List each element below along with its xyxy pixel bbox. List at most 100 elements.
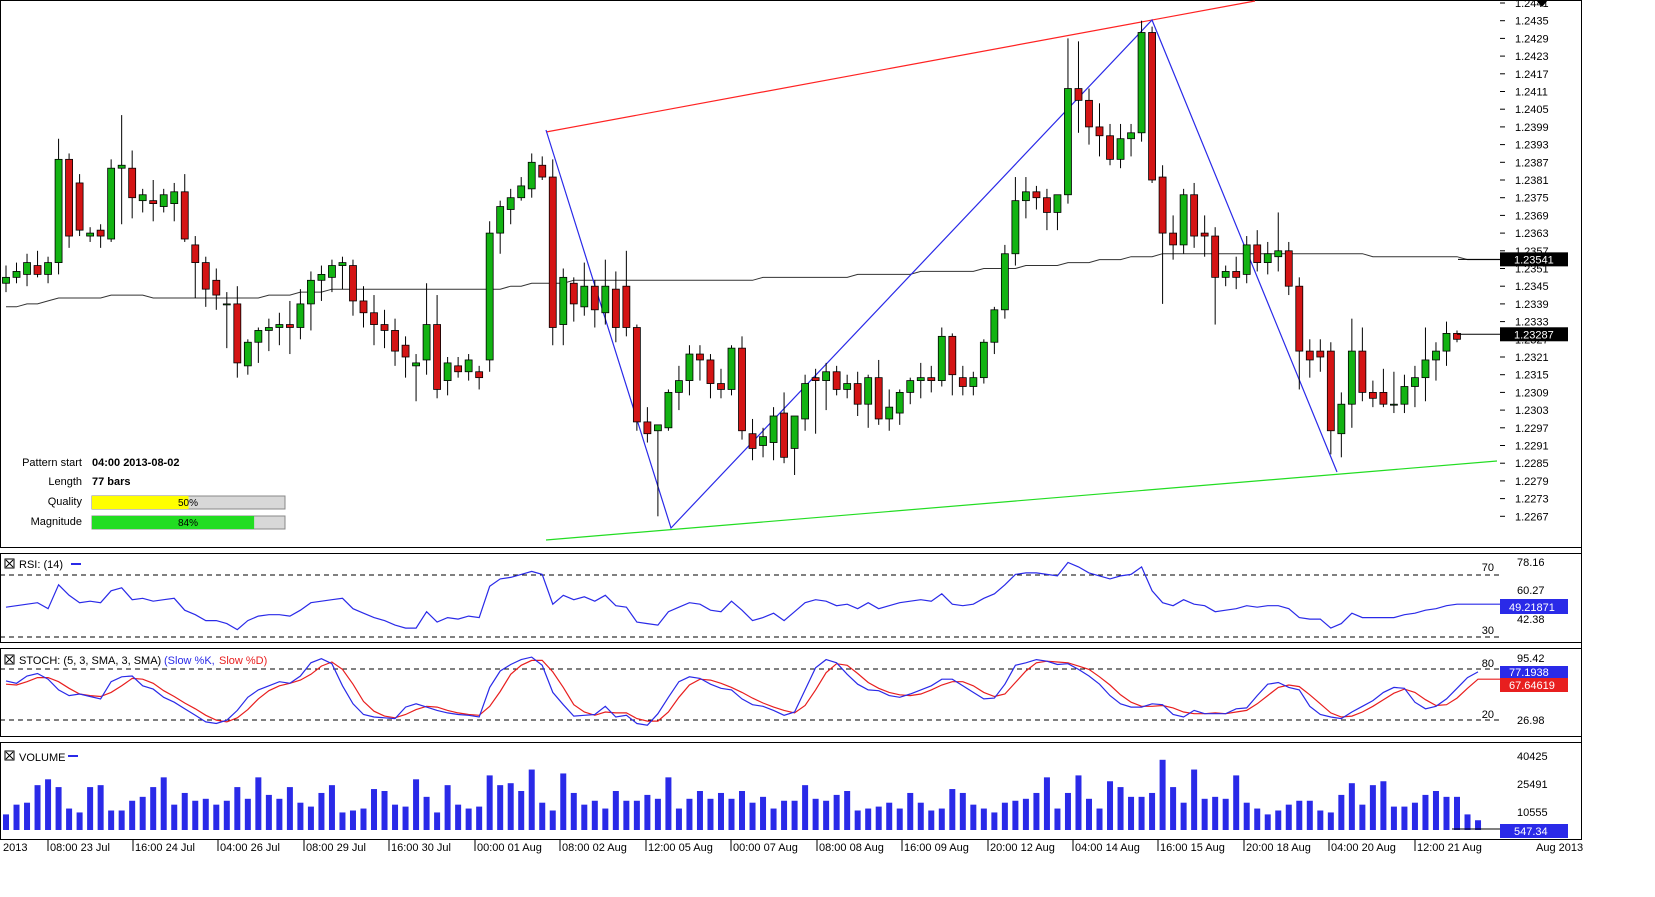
- candle: [12, 262, 21, 284]
- candle-body: [1390, 403, 1398, 406]
- candle: [590, 280, 599, 328]
- candle-body: [1179, 194, 1188, 246]
- stoch-level-80-label: 80: [1482, 658, 1494, 670]
- volume-bar: [76, 812, 83, 830]
- volume-bar: [1327, 812, 1334, 830]
- volume-bar: [486, 775, 493, 830]
- volume-bar: [654, 798, 661, 830]
- candle-body: [1011, 200, 1020, 255]
- price-markers: 1.23541 1.23287: [1457, 252, 1568, 342]
- volume-bar: [739, 791, 746, 830]
- volume-bar: [907, 792, 914, 830]
- candle-body: [748, 433, 757, 449]
- candle: [1326, 342, 1335, 455]
- time-axis-label: 04:00 20 Aug: [1331, 842, 1396, 854]
- candle: [496, 200, 505, 254]
- candle-body: [664, 391, 673, 429]
- candle: [1158, 165, 1167, 304]
- quality-value: 50%: [178, 498, 198, 509]
- candle: [44, 256, 52, 284]
- candle: [338, 256, 347, 290]
- candle-body: [906, 380, 915, 393]
- volume-axis-tick: 10555: [1517, 807, 1548, 819]
- volume-bar: [1296, 800, 1303, 830]
- candle: [264, 318, 273, 352]
- candle-body: [1411, 377, 1419, 387]
- candle: [611, 271, 620, 343]
- candle-body: [780, 412, 788, 458]
- volume-bar: [938, 808, 945, 830]
- price-axis-tick: 1.2393: [1515, 140, 1549, 152]
- candle: [117, 115, 126, 225]
- candle-body: [1095, 126, 1104, 137]
- volume-bar: [539, 802, 546, 830]
- candle: [86, 227, 95, 242]
- price-axis-tick: 1.2423: [1515, 51, 1549, 63]
- volume-axis-tick: 25491: [1517, 779, 1548, 791]
- price-axis-tick: 1.2417: [1515, 69, 1549, 81]
- candle-body: [475, 371, 484, 379]
- candle-body: [948, 335, 957, 376]
- volume-bar: [476, 806, 483, 830]
- volume-title: VOLUME: [19, 752, 65, 764]
- candle-body: [1442, 332, 1451, 352]
- candle-body: [1368, 391, 1377, 399]
- last-price-value: 1.23287: [1514, 329, 1554, 341]
- volume-bar: [1138, 796, 1145, 830]
- candle-body: [1200, 232, 1209, 237]
- candle: [285, 300, 294, 355]
- candle-body: [23, 262, 31, 275]
- price-axis-tick: 1.2387: [1515, 157, 1549, 169]
- candle-body: [1106, 135, 1114, 160]
- candle: [1032, 185, 1041, 210]
- pattern-start-value: 04:00 2013-08-02: [92, 457, 179, 469]
- volume-bar: [1170, 787, 1177, 830]
- candle: [780, 392, 788, 464]
- candle: [790, 415, 799, 475]
- stoch-level-20-label: 20: [1482, 709, 1494, 721]
- volume-bar: [265, 794, 272, 830]
- candle: [969, 371, 978, 396]
- candle: [191, 236, 200, 298]
- candle-body: [233, 303, 242, 364]
- candle-body: [759, 436, 767, 446]
- volume-bar: [1264, 814, 1271, 830]
- volume-bar: [160, 777, 167, 830]
- candle-body: [222, 303, 231, 306]
- time-axis-label: 20:00 12 Aug: [990, 842, 1055, 854]
- volume-bar: [1201, 798, 1208, 830]
- candle-body: [1053, 194, 1062, 213]
- candle: [1043, 188, 1051, 231]
- volume-bar: [1348, 783, 1355, 830]
- quality-label: Quality: [48, 496, 83, 508]
- candle-body: [548, 176, 557, 328]
- candle-body: [979, 341, 988, 379]
- volume-bar: [781, 800, 788, 830]
- volume-bar: [402, 806, 409, 830]
- candle: [433, 295, 441, 399]
- candle-body: [201, 262, 210, 290]
- candle-body: [317, 273, 326, 281]
- volume-bar: [1454, 796, 1460, 830]
- stoch-d-value: 67.64619: [1509, 680, 1555, 692]
- candle: [464, 354, 473, 381]
- candle: [443, 357, 452, 396]
- volume-panel: VOLUME 40425 25491 10555 547.34: [3, 750, 1568, 838]
- candle: [422, 283, 431, 375]
- time-axis-label: 2013: [3, 842, 27, 854]
- time-axis-label: 04:00 26 Jul: [220, 842, 280, 854]
- price-axis-tick: 1.2297: [1515, 423, 1549, 435]
- volume-bar: [1369, 785, 1376, 830]
- corner-triangle-icon[interactable]: [1536, 0, 1548, 7]
- candle-body: [180, 191, 189, 240]
- candle: [1022, 177, 1030, 219]
- candle-body: [149, 200, 158, 204]
- candle: [948, 333, 957, 396]
- candle: [138, 188, 147, 213]
- candle-body: [874, 377, 883, 420]
- candle: [559, 268, 568, 346]
- volume-bar: [760, 796, 767, 830]
- volume-bar: [896, 808, 903, 830]
- candle: [1253, 230, 1262, 272]
- candle: [738, 336, 746, 440]
